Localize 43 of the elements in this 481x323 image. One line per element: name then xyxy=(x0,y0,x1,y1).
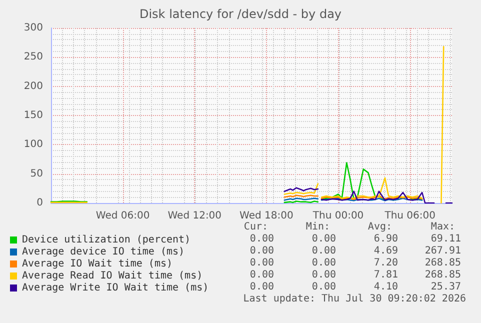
legend-label: Average Write IO Wait time (ms) xyxy=(22,282,209,294)
text: 7.81 xyxy=(374,270,398,280)
y-tick-label: 150 xyxy=(24,110,43,121)
text: 25.37 xyxy=(430,282,462,292)
text: 0.00 xyxy=(250,246,274,256)
text: 7.20 xyxy=(374,258,398,268)
x-tick-label: Wed 18:00 xyxy=(240,210,294,222)
text: 4.10 xyxy=(374,282,398,292)
text: 4.69 xyxy=(374,246,398,256)
text: 0.00 xyxy=(250,258,274,268)
legend-label: Average Read IO Wait time (ms) xyxy=(22,270,203,282)
text: Last update: Thu Jul 30 09:20:02 2026 xyxy=(243,294,466,304)
text: 268.85 xyxy=(424,258,461,268)
text: Max: xyxy=(430,222,456,232)
text: 0.00 xyxy=(312,246,336,256)
text: 0.00 xyxy=(250,234,274,244)
y-tick-label: 100 xyxy=(24,139,43,150)
text: 69.11 xyxy=(430,234,462,244)
text: 6.90 xyxy=(374,234,398,244)
legend-label: Average device IO time (ms) xyxy=(22,246,185,258)
text: 267.91 xyxy=(424,246,461,256)
y-tick-label: 250 xyxy=(24,52,43,63)
x-tick-label: Thu 06:00 xyxy=(384,210,436,222)
text: 0.00 xyxy=(312,270,336,280)
text: Min: xyxy=(306,222,330,232)
y-tick-label: 50 xyxy=(30,168,43,180)
y-tick-label: 300 xyxy=(24,22,43,34)
x-tick-label: Wed 12:00 xyxy=(168,210,222,222)
text: 0.00 xyxy=(250,282,274,292)
legend-label: Average IO Wait time (ms) xyxy=(22,258,173,270)
text: 0.00 xyxy=(250,270,274,280)
text: Avg: xyxy=(368,222,392,232)
legend-label: Device utilization (percent) xyxy=(22,234,191,246)
text: 0.00 xyxy=(312,234,336,244)
text: 0.00 xyxy=(312,282,336,292)
y-tick-label: 0 xyxy=(36,198,43,208)
y-tick-label: 200 xyxy=(24,80,43,92)
text: 0.00 xyxy=(312,258,336,268)
text: 268.85 xyxy=(424,270,461,280)
chart-title: Disk latency for /dev/sdd - by day xyxy=(139,7,342,21)
x-tick-label: Wed 06:00 xyxy=(96,210,150,222)
x-tick-label: Thu 00:00 xyxy=(312,210,364,222)
text: Cur: xyxy=(244,222,268,232)
